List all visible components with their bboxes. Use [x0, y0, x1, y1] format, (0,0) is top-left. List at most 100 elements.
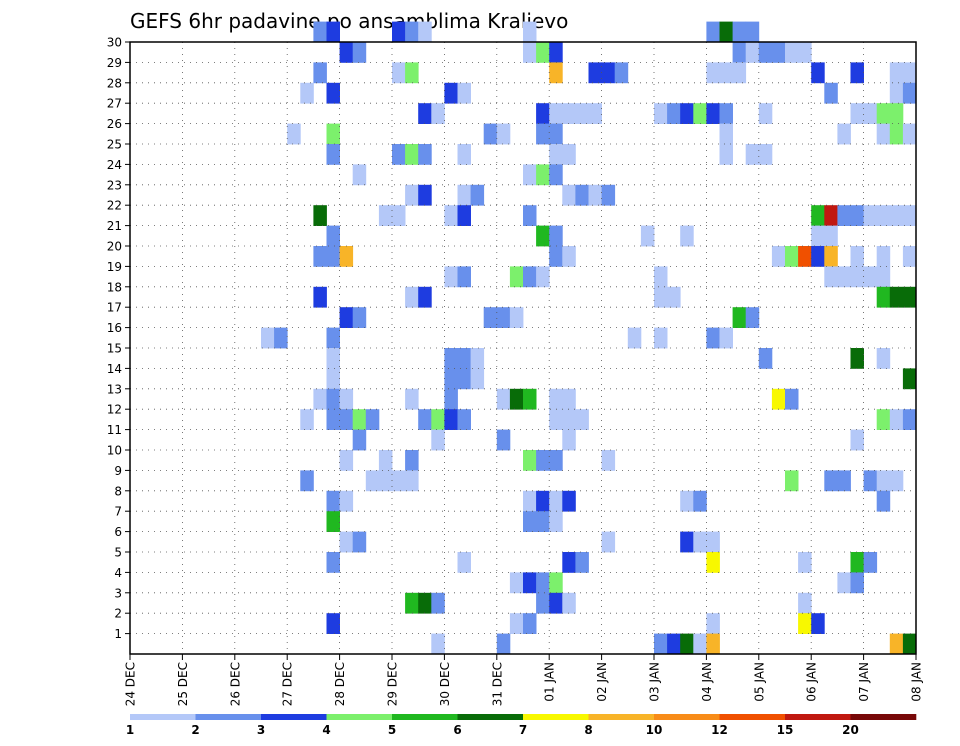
- heatmap-cell: [890, 287, 904, 308]
- colorbar-label: 6: [453, 723, 461, 737]
- heatmap-cell: [706, 634, 720, 655]
- heatmap-cell: [418, 144, 432, 165]
- heatmap-cell: [458, 144, 472, 165]
- heatmap-cell: [523, 164, 537, 185]
- heatmap-cell: [327, 83, 341, 104]
- heatmap-cell: [877, 266, 891, 287]
- heatmap-cell: [680, 491, 694, 512]
- heatmap-cell: [720, 144, 734, 165]
- heatmap-cell: [536, 450, 550, 471]
- colorbar-swatch: [261, 714, 327, 720]
- heatmap-cell: [837, 205, 851, 226]
- x-tick-label: 03 JAN: [648, 662, 662, 702]
- heatmap-cell: [798, 246, 812, 267]
- heatmap-cell: [327, 144, 341, 165]
- heatmap-cell: [864, 103, 878, 124]
- heatmap-cell: [340, 491, 354, 512]
- heatmap-cell: [575, 185, 589, 206]
- heatmap-cell: [549, 593, 563, 614]
- colorbar-label: 3: [257, 723, 265, 737]
- x-tick-label: 29 DEC: [386, 662, 400, 706]
- heatmap-cell: [877, 124, 891, 145]
- heatmap-cell: [549, 511, 563, 532]
- heatmap-cell: [824, 205, 838, 226]
- heatmap-cell: [287, 124, 301, 145]
- heatmap-cell: [313, 22, 327, 43]
- heatmap-cell: [837, 266, 851, 287]
- y-tick-label: 19: [107, 260, 122, 274]
- heatmap-cell: [864, 205, 878, 226]
- heatmap-cell: [851, 62, 865, 83]
- heatmap-cell: [654, 103, 668, 124]
- colorbar-swatch: [785, 714, 851, 720]
- heatmap-cell: [392, 205, 406, 226]
- heatmap-cell: [392, 144, 406, 165]
- colorbar-swatch: [851, 714, 917, 720]
- heatmap-cell: [890, 124, 904, 145]
- heatmap-cell: [706, 532, 720, 553]
- heatmap-cell: [772, 42, 786, 63]
- heatmap-cell: [340, 42, 354, 63]
- heatmap-cell: [759, 144, 773, 165]
- heatmap-cell: [851, 205, 865, 226]
- heatmap-cell: [824, 226, 838, 247]
- heatmap-cell: [877, 205, 891, 226]
- colorbar-label: 2: [191, 723, 199, 737]
- heatmap-cell: [890, 205, 904, 226]
- heatmap-cell: [811, 226, 825, 247]
- y-tick-label: 13: [107, 382, 122, 396]
- heatmap-cell: [562, 185, 576, 206]
- heatmap-cell: [667, 634, 681, 655]
- heatmap-cell: [313, 287, 327, 308]
- y-tick-label: 21: [107, 219, 122, 233]
- heatmap-cell: [720, 328, 734, 349]
- heatmap-cell: [772, 246, 786, 267]
- heatmap-cell: [327, 348, 341, 369]
- heatmap-cell: [510, 307, 524, 328]
- heatmap-cell: [536, 124, 550, 145]
- heatmap-cell: [903, 246, 917, 267]
- heatmap-cell: [733, 62, 747, 83]
- heatmap-cell: [785, 389, 799, 410]
- colorbar-label: 10: [646, 723, 663, 737]
- colorbar-swatch: [130, 714, 196, 720]
- x-tick-label: 06 JAN: [805, 662, 819, 702]
- heatmap-cell: [392, 62, 406, 83]
- heatmap-cell: [654, 328, 668, 349]
- colorbar-swatch: [327, 714, 393, 720]
- heatmap-cell: [458, 83, 472, 104]
- y-tick-label: 6: [114, 525, 122, 539]
- heatmap-cell: [405, 287, 419, 308]
- y-tick-label: 12: [107, 403, 122, 417]
- heatmap-cell: [890, 103, 904, 124]
- heatmap-cell: [706, 22, 720, 43]
- heatmap-cell: [720, 124, 734, 145]
- y-tick-label: 29: [107, 56, 122, 70]
- y-tick-label: 17: [107, 301, 122, 315]
- heatmap-cell: [746, 307, 760, 328]
- heatmap-cell: [444, 389, 458, 410]
- heatmap-cell: [811, 613, 825, 634]
- heatmap-cell: [851, 430, 865, 451]
- heatmap-cell: [549, 450, 563, 471]
- heatmap-cell: [484, 124, 498, 145]
- heatmap-cell: [549, 246, 563, 267]
- heatmap-cell: [431, 430, 445, 451]
- heatmap-cell: [851, 103, 865, 124]
- colorbar-swatch: [392, 714, 458, 720]
- colorbar-label: 20: [842, 723, 859, 737]
- heatmap-cell: [667, 287, 681, 308]
- heatmap-cell: [405, 389, 419, 410]
- heatmap-cell: [536, 511, 550, 532]
- heatmap-cell: [733, 307, 747, 328]
- heatmap-cell: [903, 409, 917, 430]
- heatmap-cell: [733, 42, 747, 63]
- heatmap-cell: [523, 266, 537, 287]
- heatmap-cell: [864, 470, 878, 491]
- heatmap-cell: [706, 328, 720, 349]
- heatmap-cell: [327, 22, 341, 43]
- heatmap-cell: [418, 103, 432, 124]
- y-tick-label: 4: [114, 566, 122, 580]
- x-tick-label: 07 JAN: [857, 662, 871, 702]
